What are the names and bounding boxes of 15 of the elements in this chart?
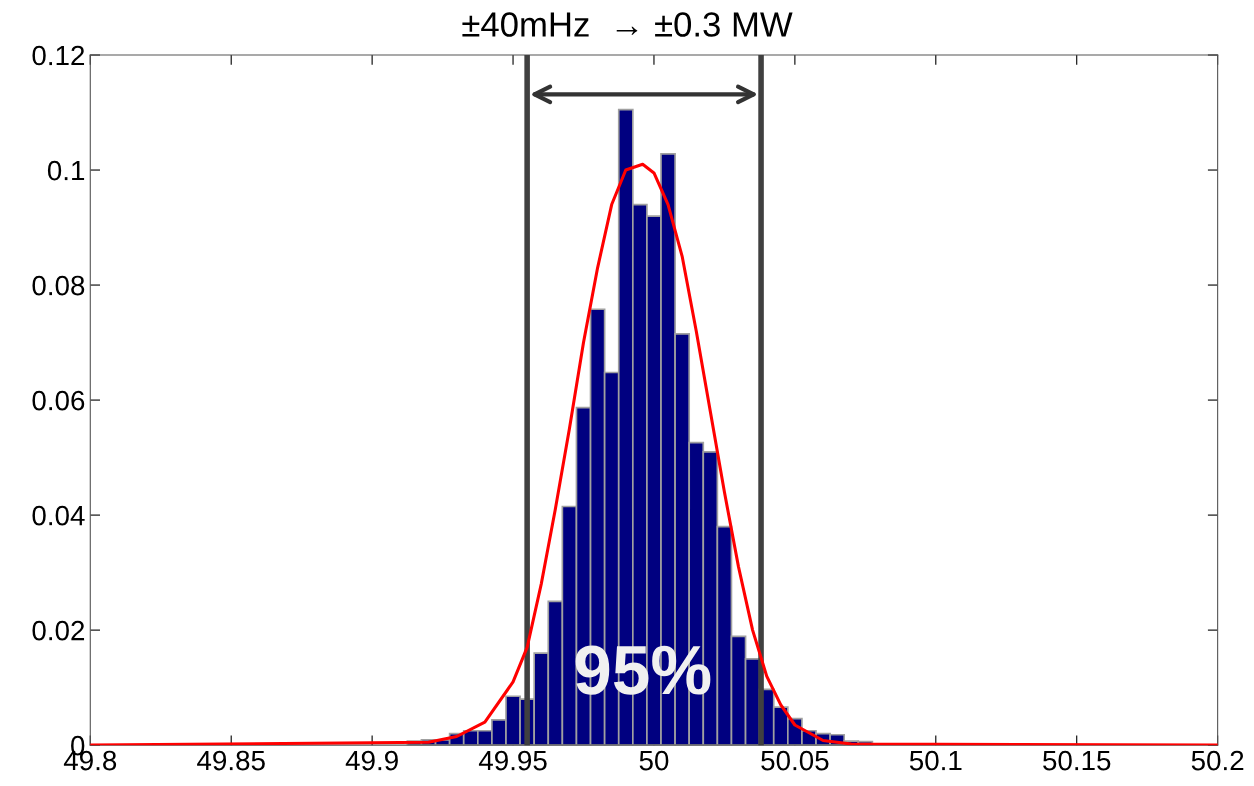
x-tick-label: 49.85 bbox=[197, 750, 265, 771]
y-tick-label: 0.08 bbox=[32, 275, 85, 296]
x-tick-label: 49.9 bbox=[345, 750, 398, 771]
x-tick-label: 50.15 bbox=[1043, 750, 1111, 771]
x-tick-label: 49.95 bbox=[478, 750, 547, 771]
y-tick-label: 0.1 bbox=[47, 160, 85, 181]
x-tick-label: 50.05 bbox=[761, 750, 829, 771]
y-tick-label: 0.02 bbox=[32, 620, 85, 641]
x-tick-label: 50.2 bbox=[1191, 750, 1244, 771]
x-tick-label: 50 bbox=[639, 750, 669, 771]
chart-title: ±40mHz → ±0.3 MW bbox=[462, 12, 793, 37]
y-tick-label: 0.12 bbox=[32, 45, 85, 66]
x-tick-label: 50.1 bbox=[909, 750, 962, 771]
y-tick-label: 0.06 bbox=[32, 390, 85, 411]
y-tick-label: 0.04 bbox=[32, 505, 85, 526]
